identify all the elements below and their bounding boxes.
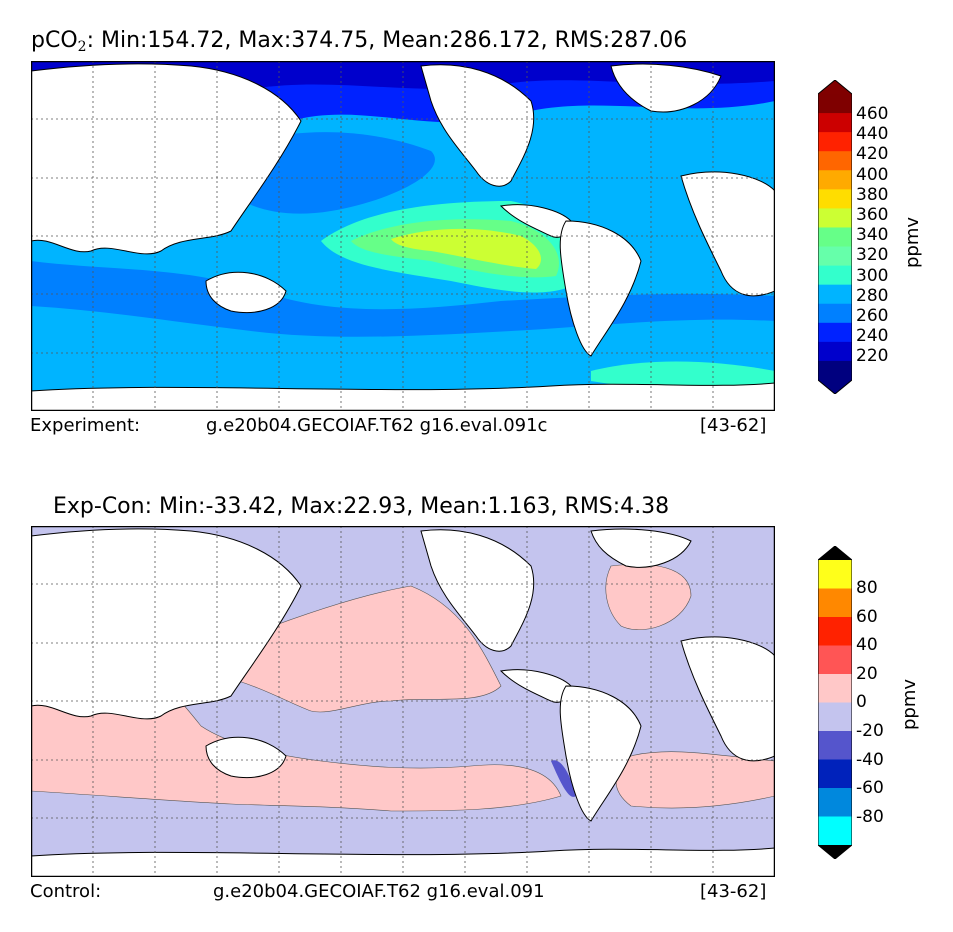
colorbar-tick-label: -60 [856, 778, 884, 799]
colorbar-under-triangle [818, 845, 852, 859]
colorbar-tick-label: 20 [856, 663, 878, 684]
colorbar-segment [818, 674, 852, 703]
colorbar-tick-label: 400 [856, 164, 889, 185]
bottom-title: Exp-Con: Min:-33.42, Max:22.93, Mean:1.1… [53, 494, 670, 519]
top-title-subscript: 2 [77, 39, 87, 55]
colorbar-tick-label: 40 [856, 635, 878, 656]
colorbar-segment [818, 227, 852, 248]
colorbar-tick-label: 240 [856, 326, 889, 347]
colorbar-tick-label: 280 [856, 285, 889, 306]
top-title-var: pCO [31, 28, 78, 53]
top-gridlines [31, 61, 775, 411]
top-title: pCO2: Min:154.72, Max:374.75, Mean:286.1… [31, 28, 687, 55]
colorbar-under-triangle [818, 380, 852, 394]
bottom-map [31, 526, 775, 877]
bottom-colorbar [818, 546, 852, 859]
colorbar-segment [818, 303, 852, 324]
colorbar-segment [818, 284, 852, 305]
top-map-frame [31, 61, 775, 411]
bottom-colorbar-units: ppmv [899, 678, 920, 730]
bottom-gridlines [31, 526, 775, 877]
colorbar-segment [818, 731, 852, 760]
colorbar-tick-label: -80 [856, 806, 884, 827]
colorbar-tick-label: 340 [856, 225, 889, 246]
colorbar-tick-label: 260 [856, 306, 889, 326]
bottom-caption-label: Control: [30, 881, 102, 902]
colorbar-tick-label: 220 [856, 346, 889, 367]
colorbar-segment [818, 132, 852, 152]
colorbar-segment [818, 360, 852, 381]
colorbar-segment [818, 170, 852, 190]
bottom-neg-strip [551, 760, 576, 797]
colorbar-segment [818, 702, 852, 732]
colorbar-over-triangle [818, 80, 852, 94]
colorbar-segment [818, 151, 852, 171]
colorbar-segment [818, 560, 852, 589]
colorbar-segment [818, 113, 852, 133]
colorbar-tick-label: 60 [856, 606, 878, 627]
colorbar-segment [818, 341, 852, 362]
colorbar-tick-label: 460 [856, 104, 889, 124]
colorbar-segment [818, 246, 852, 267]
colorbar-segment [818, 645, 852, 675]
bottom-caption-years: [43-62] [700, 881, 767, 902]
colorbar-segment [818, 617, 852, 646]
colorbar-segment [818, 759, 852, 789]
bottom-map-frame [31, 526, 775, 877]
colorbar-segment [818, 94, 852, 114]
top-caption-case: g.e20b04.GECOIAF.T62 g16.eval.091c [206, 415, 548, 436]
colorbar-over-triangle [818, 546, 852, 560]
colorbar-tick-label: 320 [856, 245, 889, 266]
colorbar-tick-label: 420 [856, 144, 889, 165]
colorbar-segment [818, 588, 852, 618]
top-map [31, 61, 775, 411]
top-caption-label: Experiment: [30, 415, 141, 436]
colorbar-segment [818, 208, 852, 228]
top-caption-years: [43-62] [700, 415, 767, 436]
colorbar-tick-label: -20 [856, 721, 884, 741]
top-land [31, 63, 775, 411]
colorbar-tick-label: 300 [856, 265, 889, 286]
bottom-caption-case: g.e20b04.GECOIAF.T62 g16.eval.091 [213, 881, 545, 902]
colorbar-tick-label: -40 [856, 749, 884, 770]
top-colorbar-units: ppmv [902, 216, 923, 268]
colorbar-tick-label: 440 [856, 124, 889, 145]
colorbar-segment [818, 189, 852, 209]
colorbar-tick-label: 380 [856, 184, 889, 205]
top-eq-high-3 [391, 228, 541, 269]
colorbar-segment [818, 788, 852, 817]
colorbar-segment [818, 816, 852, 846]
top-colorbar [818, 80, 852, 394]
top-title-stats: : Min:154.72, Max:374.75, Mean:286.172, … [86, 28, 688, 53]
colorbar-segment [818, 322, 852, 343]
colorbar-tick-label: 0 [856, 692, 867, 713]
colorbar-tick-label: 80 [856, 578, 878, 598]
colorbar-tick-label: 360 [856, 205, 889, 225]
colorbar-segment [818, 265, 852, 286]
